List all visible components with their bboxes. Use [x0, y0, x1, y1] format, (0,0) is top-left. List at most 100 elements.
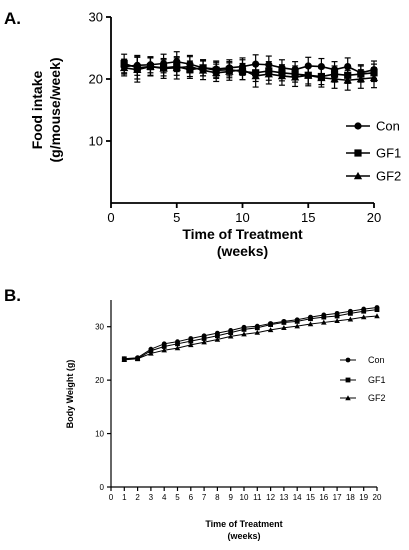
x-tick-label: 6 — [189, 493, 194, 502]
data-point — [201, 336, 207, 341]
x-axis-title: Time of Treatment — [182, 226, 303, 242]
data-point — [185, 62, 195, 70]
x-tick-label: 20 — [373, 493, 382, 502]
x-tick-label: 15 — [301, 210, 315, 225]
legend-label: GF1 — [376, 146, 401, 161]
data-point — [241, 326, 247, 332]
legend-marker — [354, 122, 362, 130]
y-axis-title: Body Weight (g) — [65, 360, 75, 429]
data-point — [225, 67, 234, 75]
data-point — [281, 320, 287, 325]
series-gf2 — [121, 313, 380, 363]
x-tick-label: 5 — [175, 493, 180, 502]
legend-marker — [345, 395, 351, 401]
data-point — [294, 323, 300, 329]
x-tick-label: 18 — [346, 493, 355, 502]
data-point — [264, 69, 273, 78]
data-point — [188, 342, 194, 348]
x-tick-label: 13 — [279, 493, 288, 502]
x-tick-label: 3 — [149, 493, 154, 502]
data-point — [198, 66, 208, 74]
data-point — [267, 327, 274, 333]
legend-entry-con: Con — [340, 355, 385, 365]
legend-marker — [345, 357, 351, 363]
x-tick-label: 8 — [215, 493, 220, 502]
data-point — [294, 318, 300, 324]
x-tick-label: 1 — [122, 493, 127, 502]
legend-entry-gf2: GF2 — [340, 393, 386, 403]
y-tick-label: 10 — [89, 134, 103, 149]
x-tick-label: 0 — [107, 210, 114, 225]
x-axis-title: Time of Treatment — [205, 519, 282, 529]
data-point — [343, 76, 352, 84]
legend-entry-con: Con — [346, 119, 400, 134]
data-point — [374, 307, 380, 313]
legend-entry-gf1: GF1 — [346, 146, 401, 161]
data-point — [175, 341, 180, 347]
data-point — [251, 71, 260, 80]
y-tick-label: 30 — [95, 323, 104, 332]
data-point — [188, 338, 194, 344]
x-tick-label: 0 — [109, 493, 114, 502]
data-point — [334, 318, 340, 324]
panel-label: A. — [4, 9, 21, 28]
x-tick-label: 16 — [319, 493, 328, 502]
data-point — [201, 339, 207, 345]
legend-label: GF2 — [376, 169, 401, 184]
data-point — [228, 330, 234, 335]
x-tick-label: 14 — [293, 493, 302, 502]
data-point — [214, 336, 221, 342]
y-tick-label: 0 — [100, 483, 105, 492]
x-tick-label: 9 — [228, 493, 233, 502]
x-axis-title-units: (weeks) — [217, 243, 268, 259]
legend-label: Con — [376, 119, 400, 134]
data-point — [281, 325, 287, 330]
legend-entry-gf1: GF1 — [340, 375, 386, 385]
legend-label: Con — [368, 355, 385, 365]
x-tick-label: 2 — [135, 493, 140, 502]
x-tick-label: 19 — [359, 493, 368, 502]
data-point — [347, 316, 354, 322]
y-tick-label: 20 — [95, 376, 104, 385]
data-point — [277, 71, 287, 80]
data-point — [304, 71, 313, 79]
data-point — [227, 333, 234, 339]
data-point — [238, 65, 247, 74]
x-tick-label: 20 — [367, 210, 381, 225]
y-axis-title-units: (g/mouse/week) — [47, 57, 63, 162]
series-gf1 — [121, 307, 380, 362]
y-tick-label: 30 — [89, 10, 103, 25]
data-point — [330, 74, 339, 83]
x-axis-title-units: (weeks) — [227, 531, 260, 541]
data-point — [369, 73, 379, 82]
data-point — [254, 329, 261, 335]
data-point — [356, 74, 365, 83]
legend-label: GF2 — [368, 393, 386, 403]
legend-entry-gf2: GF2 — [346, 169, 401, 184]
data-point — [121, 357, 128, 363]
data-point — [307, 321, 314, 327]
legend-label: GF1 — [368, 375, 386, 385]
x-tick-label: 15 — [306, 493, 315, 502]
data-point — [321, 319, 327, 325]
data-point — [344, 63, 352, 71]
data-point — [172, 63, 181, 72]
chart-panel-a: A. 10 20 30 0 5 10 15 20 Time of Treatment(weeks)… — [4, 9, 401, 259]
data-point — [215, 333, 220, 339]
y-axis-title: Food intake — [29, 71, 45, 150]
data-point — [374, 313, 380, 319]
legend-marker — [353, 171, 363, 180]
data-point — [133, 65, 142, 74]
data-point — [212, 68, 221, 77]
series-con — [120, 51, 378, 82]
x-tick-label: 12 — [266, 493, 275, 502]
legend-marker — [345, 377, 351, 383]
x-tick-label: 5 — [173, 210, 180, 225]
x-tick-label: 17 — [333, 493, 342, 502]
data-point — [254, 325, 260, 331]
series-gf2 — [120, 56, 379, 91]
data-point — [268, 322, 273, 327]
data-point — [134, 356, 141, 361]
data-point — [174, 345, 181, 351]
y-tick-label: 20 — [89, 72, 103, 87]
